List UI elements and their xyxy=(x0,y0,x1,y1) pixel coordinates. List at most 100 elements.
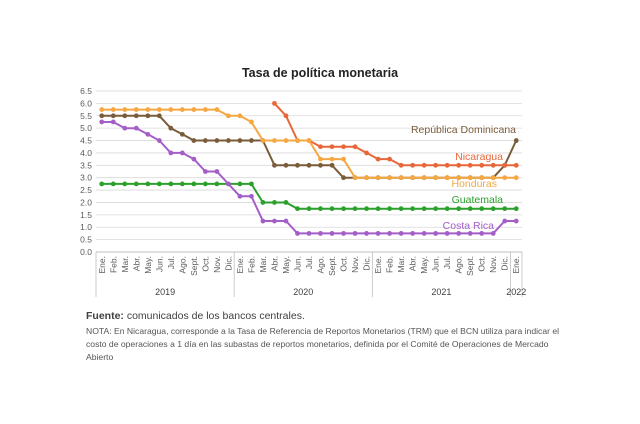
x-tick-label: Jul. xyxy=(166,256,176,269)
data-point xyxy=(99,113,105,119)
data-point xyxy=(306,231,312,236)
x-tick-label: Dic. xyxy=(223,256,233,271)
data-point xyxy=(202,181,208,187)
data-point xyxy=(398,162,404,168)
data-point xyxy=(421,231,427,236)
data-point xyxy=(479,206,485,212)
x-tick-label: Nov. xyxy=(488,256,498,273)
y-tick-label: 0.5 xyxy=(80,235,92,245)
data-point xyxy=(479,231,485,236)
data-point xyxy=(168,125,174,131)
data-point xyxy=(226,113,231,119)
x-tick-label: Feb. xyxy=(246,256,256,273)
series-label: Guatemala xyxy=(452,194,504,206)
data-point xyxy=(341,144,346,150)
x-tick-label: Mar. xyxy=(396,256,406,273)
year-label: 2019 xyxy=(155,287,175,297)
data-point xyxy=(168,107,174,112)
x-tick-label: Ene. xyxy=(235,256,245,274)
data-point xyxy=(202,107,208,112)
y-tick-label: 5.0 xyxy=(80,123,92,133)
data-point xyxy=(410,175,416,181)
y-tick-label: 4.0 xyxy=(80,148,92,158)
data-point xyxy=(237,138,243,143)
data-point xyxy=(110,119,116,125)
data-point xyxy=(513,218,519,224)
data-point xyxy=(502,206,508,212)
data-point xyxy=(272,162,277,168)
series-label: Costa Rica xyxy=(443,220,495,232)
data-point xyxy=(306,206,312,212)
data-point xyxy=(145,181,151,187)
year-label: 2021 xyxy=(431,287,451,297)
x-tick-label: Abr. xyxy=(408,256,418,271)
data-point xyxy=(352,231,358,236)
data-point xyxy=(249,119,254,125)
data-point xyxy=(398,175,404,181)
data-point xyxy=(490,175,496,181)
data-point xyxy=(122,181,128,187)
data-point xyxy=(502,218,508,224)
year-label: 2022 xyxy=(506,287,526,297)
data-point xyxy=(110,107,116,112)
data-point xyxy=(168,181,174,187)
data-point xyxy=(122,107,128,112)
data-point xyxy=(295,206,300,212)
data-point xyxy=(479,175,485,181)
data-point xyxy=(467,162,473,168)
x-tick-label: Sept. xyxy=(189,256,199,276)
data-point xyxy=(99,107,105,112)
x-tick-label: Ago. xyxy=(177,256,187,274)
data-point xyxy=(306,162,312,168)
data-point xyxy=(145,107,151,112)
series-labels: República Dominicana Nicaragua Honduras Gua… xyxy=(411,124,516,232)
y-tick-label: 4.5 xyxy=(80,136,92,146)
axes: 0.0 0.5 1.0 1.5 2.0 2.5 3.0 3.5 4.0 4.5 5.0 5.5 6.0 6… xyxy=(80,86,526,297)
data-point xyxy=(318,156,323,162)
data-point xyxy=(433,162,439,168)
y-tick-label: 6.5 xyxy=(80,86,92,96)
data-point xyxy=(421,175,427,181)
data-point xyxy=(318,206,323,212)
x-tick-label: Oct. xyxy=(477,256,487,272)
data-point xyxy=(260,200,266,205)
data-point xyxy=(444,206,450,212)
data-point xyxy=(398,231,404,236)
data-point xyxy=(191,156,197,162)
data-point xyxy=(329,206,335,212)
x-tick-label: Jul. xyxy=(442,256,452,269)
data-point xyxy=(467,231,473,236)
data-point xyxy=(283,200,289,205)
series-label: República Dominicana xyxy=(411,124,516,136)
data-point xyxy=(191,138,197,143)
data-point xyxy=(156,138,162,143)
data-point xyxy=(99,119,105,125)
data-point xyxy=(410,206,416,212)
data-point xyxy=(502,162,508,168)
data-point xyxy=(283,113,289,119)
data-point xyxy=(214,181,220,187)
data-point xyxy=(237,181,243,187)
data-point xyxy=(387,231,392,236)
data-point xyxy=(329,156,335,162)
x-tick-label: Oct. xyxy=(200,256,210,272)
x-tick-label: Jun. xyxy=(154,256,164,272)
data-point xyxy=(341,231,346,236)
data-point xyxy=(456,231,462,236)
x-tick-label: Oct. xyxy=(339,256,349,272)
data-point xyxy=(456,206,462,212)
data-point xyxy=(513,138,519,143)
source-label: Fuente: xyxy=(86,310,124,322)
data-point xyxy=(249,181,254,187)
data-point xyxy=(214,169,220,174)
data-point xyxy=(352,144,358,150)
data-point xyxy=(179,181,185,187)
data-point xyxy=(456,175,462,181)
data-point xyxy=(110,181,116,187)
data-point xyxy=(214,107,220,112)
data-point xyxy=(375,175,381,181)
x-tick-label: Abr. xyxy=(269,256,279,271)
data-point xyxy=(444,231,450,236)
data-point xyxy=(421,206,427,212)
data-point xyxy=(513,206,519,212)
